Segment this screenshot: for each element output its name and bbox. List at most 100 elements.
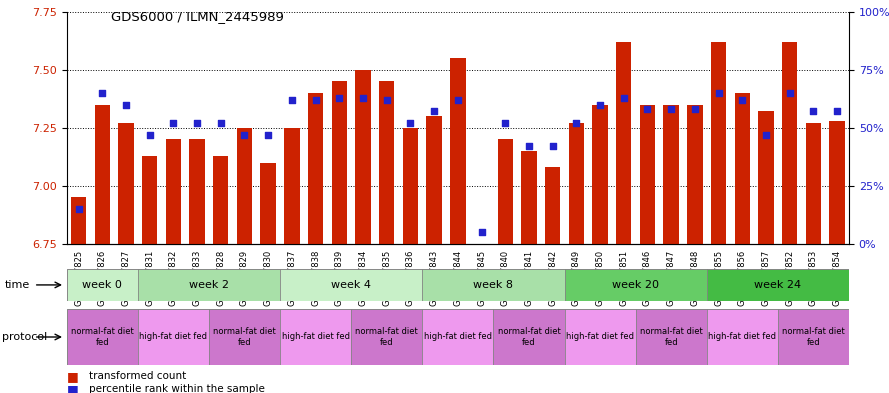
- Text: high-fat diet fed: high-fat diet fed: [282, 332, 349, 342]
- Bar: [707, 309, 778, 365]
- Point: [451, 97, 465, 103]
- Text: GDS6000 / ILMN_2445989: GDS6000 / ILMN_2445989: [111, 10, 284, 23]
- Bar: [67, 269, 138, 301]
- Bar: [403, 128, 418, 244]
- Bar: [213, 156, 228, 244]
- Text: normal-fat diet
fed: normal-fat diet fed: [71, 327, 133, 347]
- Text: week 24: week 24: [754, 280, 802, 290]
- Bar: [521, 151, 537, 244]
- Bar: [663, 105, 679, 244]
- Text: normal-fat diet
fed: normal-fat diet fed: [213, 327, 276, 347]
- Bar: [138, 269, 280, 301]
- Point: [95, 90, 109, 96]
- Text: percentile rank within the sample: percentile rank within the sample: [89, 384, 265, 393]
- Text: week 2: week 2: [189, 280, 228, 290]
- Bar: [280, 269, 422, 301]
- Text: week 20: week 20: [613, 280, 659, 290]
- Point: [71, 206, 85, 212]
- Text: high-fat diet fed: high-fat diet fed: [709, 332, 776, 342]
- Bar: [592, 105, 608, 244]
- Bar: [782, 42, 797, 244]
- Bar: [565, 269, 707, 301]
- Point: [166, 120, 180, 126]
- Bar: [356, 70, 371, 244]
- Bar: [67, 309, 138, 365]
- Bar: [758, 112, 773, 244]
- Point: [356, 94, 370, 101]
- Point: [404, 120, 418, 126]
- Point: [237, 132, 252, 138]
- Text: week 0: week 0: [83, 280, 122, 290]
- Bar: [379, 81, 395, 244]
- Point: [261, 132, 276, 138]
- Text: time: time: [4, 280, 29, 290]
- Text: normal-fat diet
fed: normal-fat diet fed: [498, 327, 560, 347]
- Point: [522, 143, 536, 149]
- Text: normal-fat diet
fed: normal-fat diet fed: [356, 327, 418, 347]
- Text: ■: ■: [67, 382, 78, 393]
- Text: week 8: week 8: [474, 280, 513, 290]
- Bar: [493, 309, 565, 365]
- Bar: [427, 116, 442, 244]
- Bar: [165, 140, 181, 244]
- Text: ■: ■: [67, 370, 78, 383]
- Bar: [616, 42, 631, 244]
- Point: [569, 120, 583, 126]
- Bar: [829, 121, 845, 244]
- Point: [759, 132, 773, 138]
- Bar: [94, 105, 110, 244]
- Point: [332, 94, 347, 101]
- Bar: [450, 58, 466, 244]
- Bar: [118, 123, 133, 244]
- Bar: [422, 269, 565, 301]
- Text: transformed count: transformed count: [89, 371, 186, 382]
- Bar: [189, 140, 204, 244]
- Bar: [209, 309, 280, 365]
- Point: [190, 120, 204, 126]
- Bar: [569, 123, 584, 244]
- Point: [735, 97, 749, 103]
- Bar: [236, 128, 252, 244]
- Point: [664, 106, 678, 112]
- Text: high-fat diet fed: high-fat diet fed: [140, 332, 207, 342]
- Bar: [422, 309, 493, 365]
- Bar: [711, 42, 726, 244]
- Bar: [260, 163, 276, 244]
- Text: high-fat diet fed: high-fat diet fed: [566, 332, 634, 342]
- Bar: [142, 156, 157, 244]
- Bar: [636, 309, 707, 365]
- Bar: [640, 105, 655, 244]
- Text: high-fat diet fed: high-fat diet fed: [424, 332, 492, 342]
- Bar: [351, 309, 422, 365]
- Point: [475, 229, 489, 235]
- Point: [213, 120, 228, 126]
- Bar: [805, 123, 821, 244]
- Text: protocol: protocol: [2, 332, 47, 342]
- Point: [498, 120, 512, 126]
- Point: [617, 94, 631, 101]
- Bar: [71, 197, 86, 244]
- Text: normal-fat diet
fed: normal-fat diet fed: [782, 327, 845, 347]
- Point: [593, 101, 607, 108]
- Point: [546, 143, 560, 149]
- Bar: [565, 309, 636, 365]
- Bar: [332, 81, 347, 244]
- Bar: [284, 128, 300, 244]
- Bar: [687, 105, 702, 244]
- Bar: [138, 309, 209, 365]
- Text: normal-fat diet
fed: normal-fat diet fed: [640, 327, 702, 347]
- Point: [284, 97, 299, 103]
- Point: [119, 101, 133, 108]
- Bar: [280, 309, 351, 365]
- Point: [308, 97, 323, 103]
- Bar: [734, 93, 750, 244]
- Point: [142, 132, 156, 138]
- Bar: [545, 167, 560, 244]
- Bar: [707, 269, 849, 301]
- Point: [427, 108, 441, 115]
- Point: [806, 108, 821, 115]
- Text: week 4: week 4: [332, 280, 371, 290]
- Point: [782, 90, 797, 96]
- Point: [830, 108, 845, 115]
- Point: [688, 106, 702, 112]
